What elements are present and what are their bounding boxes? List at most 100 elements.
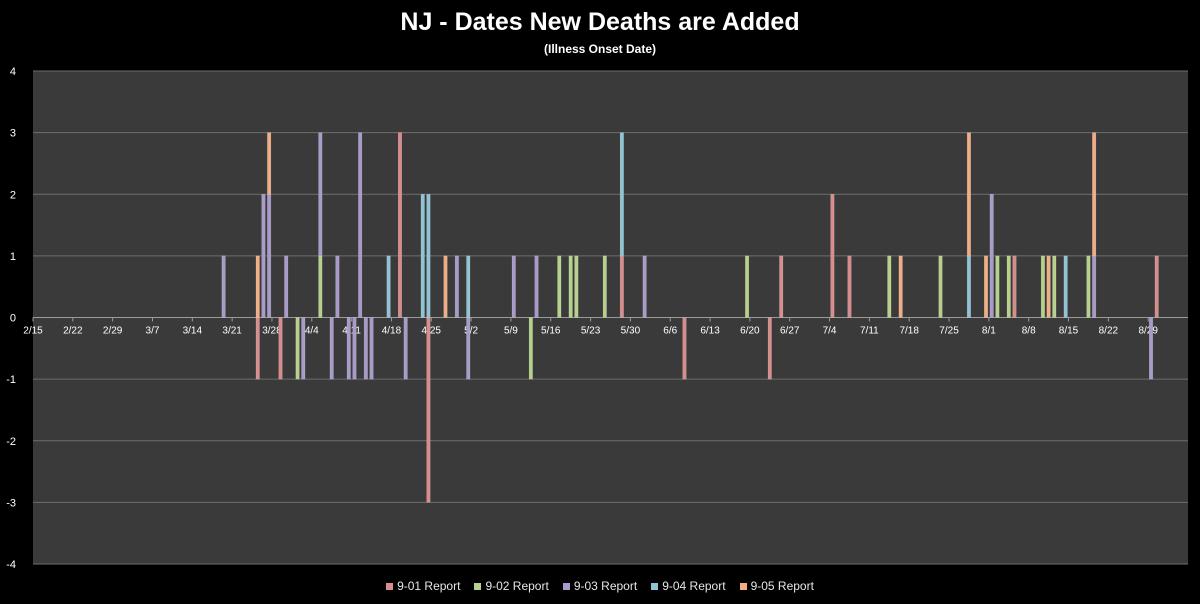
bar-9-02-report xyxy=(1086,255,1091,318)
bar-9-04-report xyxy=(420,194,425,318)
legend-label: 9-02 Report xyxy=(485,579,549,593)
bar-9-02-report xyxy=(1006,255,1011,318)
bar-9-03-report xyxy=(335,255,340,318)
x-tick-label: 6/13 xyxy=(700,326,720,337)
bar-9-05-report xyxy=(267,132,272,195)
bar-9-03-report xyxy=(1092,255,1097,318)
y-tick-label: -3 xyxy=(6,497,16,509)
bar-9-02-report xyxy=(602,255,607,318)
bar-9-05-report xyxy=(1046,255,1051,318)
bar-9-03-report xyxy=(261,194,266,318)
bar-9-03-report xyxy=(403,317,408,380)
chart-legend: 9-01 Report 9-02 Report 9-03 Report 9-04 Re… xyxy=(0,579,1200,593)
y-tick-label: 2 xyxy=(10,189,16,201)
bar-9-02-report xyxy=(887,255,892,318)
bar-9-01-report xyxy=(779,255,784,318)
bar-9-03-report xyxy=(1149,317,1154,380)
x-tick-label: 8/8 xyxy=(1022,326,1036,337)
bar-9-03-report xyxy=(329,317,334,380)
legend-label: 9-03 Report xyxy=(573,579,638,593)
legend-item: 9-04 Report xyxy=(651,579,726,593)
legend-swatch xyxy=(474,582,482,590)
bar-9-01-report xyxy=(830,194,835,318)
x-tick-label: 2/22 xyxy=(63,326,83,337)
bar-9-01-report xyxy=(278,317,283,380)
x-tick-label: 6/6 xyxy=(663,326,677,337)
bar-9-02-report xyxy=(568,255,573,318)
bar-9-01-report xyxy=(1154,255,1159,318)
x-tick-label: 5/2 xyxy=(464,326,478,337)
x-tick-label: 4/18 xyxy=(382,326,402,337)
x-tick-label: 2/15 xyxy=(23,326,43,337)
bar-9-03-report xyxy=(267,194,272,318)
y-tick-label: -1 xyxy=(6,374,16,386)
bar-9-04-report xyxy=(466,255,471,318)
legend-label: 9-01 Report xyxy=(397,579,461,593)
legend-label: 9-05 Report xyxy=(750,579,814,593)
bar-9-05-report xyxy=(984,255,989,318)
bar-9-03-report xyxy=(301,317,306,380)
x-tick-label: 5/30 xyxy=(621,326,641,337)
y-tick-label: 4 xyxy=(10,66,16,78)
bar-9-03-report xyxy=(369,317,374,380)
bar-9-03-report xyxy=(318,132,323,257)
y-tick-label: -2 xyxy=(6,436,16,448)
bar-9-03-report xyxy=(352,317,357,380)
x-tick-label: 5/23 xyxy=(581,326,601,337)
x-tick-label: 3/28 xyxy=(262,326,282,337)
bar-9-04-report xyxy=(1063,255,1068,318)
x-tick-label: 4/25 xyxy=(422,326,442,337)
x-tick-label: 7/25 xyxy=(939,326,959,337)
bar-9-02-report xyxy=(938,255,943,318)
x-tick-label: 8/1 xyxy=(982,326,996,337)
bar-9-02-report xyxy=(745,255,750,318)
bar-9-03-report xyxy=(363,317,368,380)
legend-item: 9-03 Report xyxy=(562,579,638,593)
x-tick-label: 4/4 xyxy=(305,326,319,337)
bar-9-03-report xyxy=(466,317,471,380)
bar-9-01-report xyxy=(1012,255,1017,318)
legend-label: 9-04 Report xyxy=(662,579,726,593)
bar-9-04-report xyxy=(426,194,431,318)
bar-9-03-report xyxy=(221,255,226,318)
bar-9-05-report xyxy=(443,255,448,318)
bar-9-01-report xyxy=(847,255,852,318)
bar-9-01-report xyxy=(426,317,431,503)
x-tick-label: 3/21 xyxy=(222,326,242,337)
bar-9-01-report xyxy=(767,317,772,380)
x-tick-label: 7/18 xyxy=(899,326,919,337)
legend-swatch xyxy=(651,582,659,590)
bar-9-02-report xyxy=(574,255,579,318)
bar-9-03-report xyxy=(989,194,994,318)
x-tick-label: 6/20 xyxy=(740,326,760,337)
bar-9-05-report xyxy=(255,255,260,318)
bar-9-02-report xyxy=(318,255,323,318)
bar-9-01-report xyxy=(397,132,402,318)
bar-9-02-report xyxy=(1040,255,1045,318)
bar-9-03-report xyxy=(454,255,459,318)
legend-item: 9-01 Report xyxy=(386,579,460,593)
y-tick-label: 3 xyxy=(10,128,16,140)
bar-9-01-report xyxy=(619,255,624,318)
bar-9-03-report xyxy=(534,255,539,318)
x-tick-label: 8/29 xyxy=(1138,326,1158,337)
bar-9-03-report xyxy=(511,255,516,318)
bar-9-03-report xyxy=(346,317,351,380)
chart-subtitle: (Illness Onset Date) xyxy=(543,42,657,56)
x-tick-label: 2/29 xyxy=(103,326,123,337)
bar-9-04-report xyxy=(966,255,971,318)
x-tick-label: 8/22 xyxy=(1099,326,1119,337)
bar-9-05-report xyxy=(898,255,903,318)
bar-9-03-report xyxy=(358,132,363,318)
x-tick-label: 5/9 xyxy=(504,326,518,337)
bar-9-02-report xyxy=(995,255,1000,318)
bar-9-05-report xyxy=(1092,132,1097,257)
bar-9-02-report xyxy=(528,317,533,380)
y-tick-label: 0 xyxy=(10,313,16,325)
chart-title: NJ - Dates New Deaths are Added xyxy=(400,8,800,36)
legend-item: 9-05 Report xyxy=(739,579,814,593)
bar-9-01-report xyxy=(682,317,687,380)
legend-item: 9-02 Report xyxy=(474,579,549,593)
